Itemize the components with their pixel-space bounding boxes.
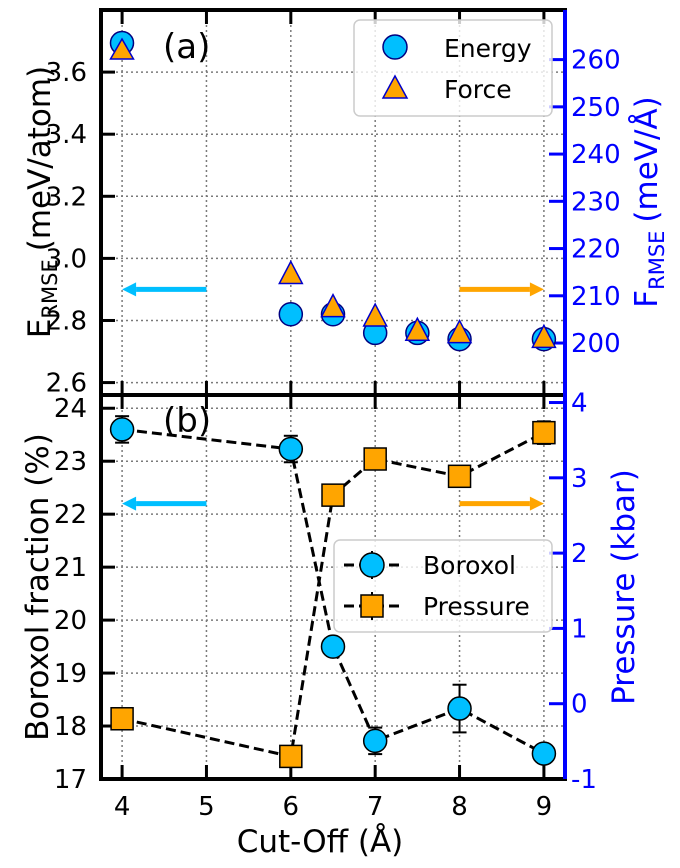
tick-label-y2-b-2: 1	[571, 614, 588, 644]
tick-label-y2-a-0: 200	[571, 329, 621, 359]
tick-label-y2-a-2: 220	[571, 235, 621, 265]
marker-pressure-1	[279, 744, 303, 769]
tick-label-y-a-5: 3.6	[46, 58, 87, 88]
marker-boroxol-5	[531, 741, 557, 766]
marker-boroxol-4	[447, 696, 472, 721]
y-axis-title-a-units: (meV/atom)	[22, 66, 58, 251]
tick-label-x-2: 6	[283, 792, 300, 822]
tick-label-y-a-4: 3.4	[46, 120, 87, 150]
marker-force-3	[404, 316, 431, 341]
marker-force-4	[446, 318, 473, 344]
legend-force-marker	[381, 74, 409, 99]
tick-label-y-b-0: 17	[54, 765, 87, 795]
series-line-pressure	[121, 431, 545, 759]
y-axis-title-b: Boroxol fraction (%)	[20, 433, 56, 741]
legend-pressure-label: Pressure	[423, 592, 530, 621]
tick-label-x-4: 8	[451, 792, 468, 822]
tick-label-y2-b-4: 3	[571, 464, 588, 494]
series-line-boroxol	[121, 427, 545, 755]
y2-axis-title-a-main: F	[629, 290, 665, 308]
marker-pressure-4	[447, 464, 472, 489]
tick-label-y2-a-1: 210	[571, 282, 621, 312]
tick-label-y-a-0: 2.6	[46, 369, 87, 399]
marker-pressure-2	[321, 483, 345, 507]
arrow-left-a-head	[122, 282, 137, 297]
tick-label-y-a-3: 3.2	[46, 182, 87, 212]
tick-label-y-b-7: 24	[54, 394, 87, 424]
legend-boroxol-label: Boroxol	[423, 551, 516, 580]
tick-label-y2-a-3: 230	[571, 187, 621, 217]
panel-a-label: (a)	[163, 27, 210, 67]
tick-label-y-a-2: 3.0	[46, 244, 87, 274]
marker-boroxol-3	[362, 728, 388, 754]
y2-axis-title-a: FRMSE (meV/Å)	[629, 96, 669, 307]
panel-b-label: (b)	[163, 401, 211, 441]
panel-a-label-triangle-marker	[109, 37, 135, 60]
tick-label-x-0: 4	[114, 792, 131, 822]
tick-label-y-b-6: 23	[54, 447, 87, 477]
tick-label-y-b-3: 20	[54, 606, 87, 636]
tick-label-y2-a-4: 240	[571, 140, 621, 170]
tick-label-y2-b-1: 0	[571, 690, 588, 720]
y-axis-title-a: ERMSE (meV/atom)	[22, 66, 62, 338]
marker-pressure-0	[110, 707, 134, 731]
tick-label-y-b-2: 19	[54, 659, 87, 689]
legend-force-label: Force	[444, 75, 512, 104]
legend-boroxol-marker	[359, 552, 385, 578]
legend-energy-marker	[382, 34, 408, 60]
marker-boroxol-0	[109, 417, 135, 442]
marker-force-0	[278, 259, 304, 285]
legend-pressure-marker	[360, 594, 384, 618]
arrow-right-a-head	[529, 282, 544, 297]
y2-axis-title-a-sub: RMSE	[645, 231, 669, 290]
y-axis-title-a-sub: RMSE	[38, 259, 62, 318]
tick-label-x-1: 5	[198, 792, 215, 822]
legend-energy-label: Energy	[444, 34, 532, 63]
tick-label-y-b-4: 21	[54, 553, 87, 583]
legend-b: Boroxol Pressure	[333, 539, 553, 633]
marker-boroxol-1	[278, 436, 304, 462]
y2-axis-title-a-units: (meV/Å)	[629, 96, 665, 222]
tick-label-y-b-5: 22	[54, 500, 87, 530]
marker-force-1	[320, 292, 346, 318]
marker-pressure-3	[363, 447, 387, 471]
arrow-right-b-head	[529, 496, 544, 511]
marker-boroxol-2	[320, 634, 346, 659]
tick-label-y-b-1: 18	[54, 712, 87, 742]
y2-axis-title-b: Pressure (kbar)	[606, 469, 642, 705]
tick-label-y2-b-5: 4	[571, 389, 588, 419]
tick-label-y2-b-3: 2	[571, 539, 588, 569]
arrow-left-b-head	[122, 496, 137, 511]
marker-force-2	[362, 302, 388, 327]
tick-label-x-5: 9	[536, 792, 553, 822]
legend-a: Energy Force	[353, 19, 553, 117]
tick-label-y2-a-5: 250	[571, 93, 621, 123]
tick-label-y2-a-6: 260	[571, 46, 621, 76]
x-axis-title: Cut-Off (Å)	[237, 824, 404, 860]
legend-b-frame	[333, 539, 553, 633]
marker-force-5	[531, 323, 557, 349]
tick-label-x-3: 7	[367, 792, 384, 822]
marker-pressure-5	[532, 420, 556, 445]
y-axis-title-a-main: E	[22, 319, 58, 339]
tick-label-y2-b-0: -1	[571, 765, 597, 795]
marker-energy-0	[278, 302, 304, 327]
tick-label-y-a-1: 2.8	[46, 306, 87, 336]
